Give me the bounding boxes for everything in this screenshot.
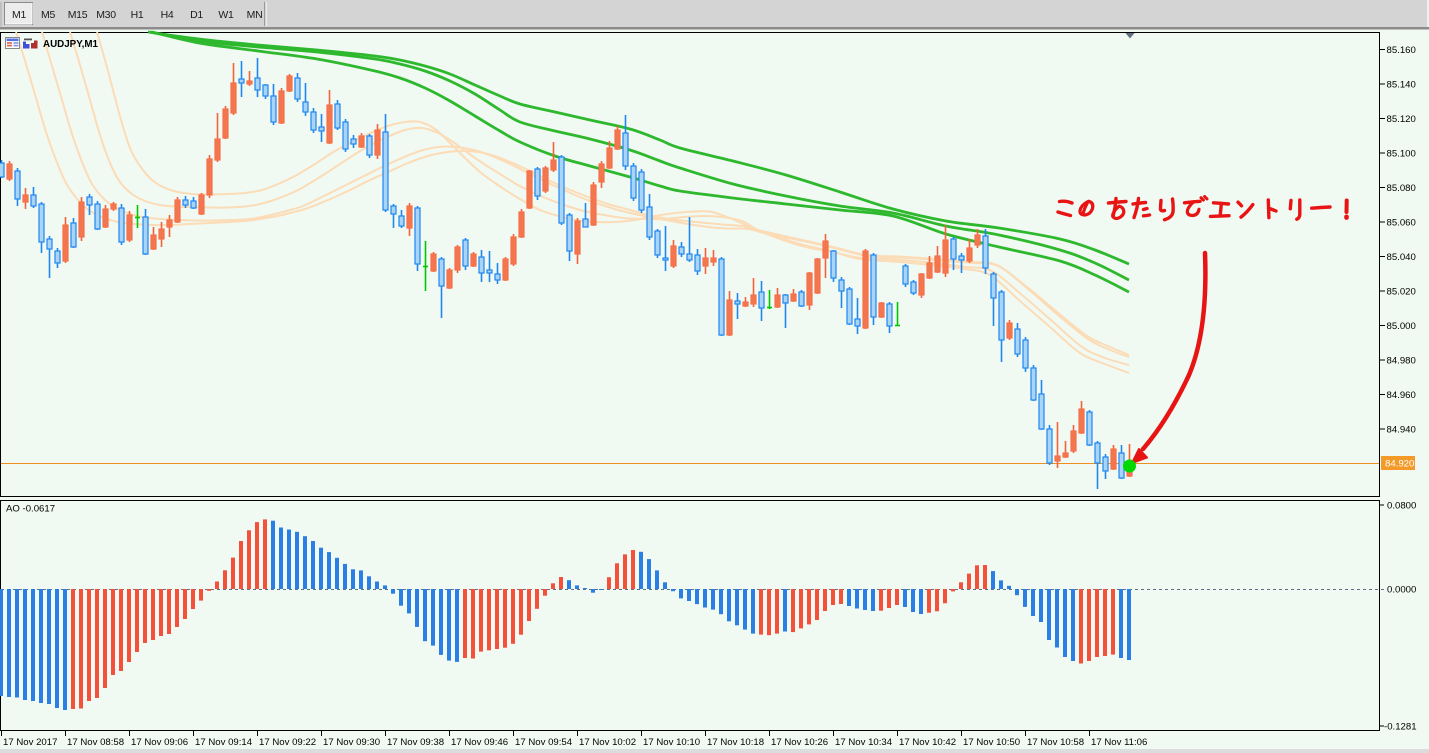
svg-text:17 Nov 10:34: 17 Nov 10:34 <box>835 737 893 748</box>
svg-text:85.000: 85.000 <box>1387 321 1416 332</box>
svg-text:17 Nov 09:14: 17 Nov 09:14 <box>195 737 253 748</box>
svg-text:17 Nov 09:54: 17 Nov 09:54 <box>515 737 573 748</box>
svg-text:17 Nov 10:50: 17 Nov 10:50 <box>963 737 1020 748</box>
svg-text:17 Nov 09:06: 17 Nov 09:06 <box>131 737 188 748</box>
svg-text:17 Nov 10:02: 17 Nov 10:02 <box>579 737 636 748</box>
svg-text:17 Nov 10:18: 17 Nov 10:18 <box>707 737 764 748</box>
svg-text:17 Nov 10:42: 17 Nov 10:42 <box>899 737 956 748</box>
svg-text:17 Nov 09:22: 17 Nov 09:22 <box>259 737 316 748</box>
svg-text:0.0800: 0.0800 <box>1387 501 1416 512</box>
svg-text:MN: MN <box>247 9 263 21</box>
svg-text:AO -0.0617: AO -0.0617 <box>6 504 55 515</box>
svg-text:17 Nov 10:26: 17 Nov 10:26 <box>771 737 828 748</box>
svg-text:85.060: 85.060 <box>1387 218 1416 229</box>
svg-text:85.020: 85.020 <box>1387 287 1416 298</box>
svg-text:H1: H1 <box>131 9 144 21</box>
svg-text:D1: D1 <box>190 9 203 21</box>
svg-text:M5: M5 <box>41 9 55 21</box>
svg-text:W1: W1 <box>218 9 234 21</box>
svg-text:85.140: 85.140 <box>1387 80 1416 91</box>
svg-text:84.960: 84.960 <box>1387 390 1416 401</box>
svg-text:17 Nov 10:10: 17 Nov 10:10 <box>643 737 700 748</box>
svg-text:17 Nov 10:58: 17 Nov 10:58 <box>1027 737 1084 748</box>
svg-text:AUDJPY,M1: AUDJPY,M1 <box>43 39 99 50</box>
svg-text:17 Nov 11:06: 17 Nov 11:06 <box>1091 737 1147 748</box>
svg-text:M1: M1 <box>12 9 26 21</box>
svg-text:17 Nov 08:58: 17 Nov 08:58 <box>67 737 124 748</box>
svg-text:M30: M30 <box>96 9 116 21</box>
svg-text:17 Nov 09:38: 17 Nov 09:38 <box>387 737 444 748</box>
svg-text:-0.1281: -0.1281 <box>1384 722 1417 733</box>
svg-text:85.120: 85.120 <box>1387 114 1416 125</box>
svg-text:84.940: 84.940 <box>1387 425 1416 436</box>
svg-text:17 Nov 09:30: 17 Nov 09:30 <box>323 737 380 748</box>
svg-text:M15: M15 <box>68 9 88 21</box>
svg-text:84.920: 84.920 <box>1385 459 1414 470</box>
svg-text:85.040: 85.040 <box>1387 252 1416 263</box>
svg-text:17 Nov 09:46: 17 Nov 09:46 <box>451 737 508 748</box>
svg-text:17 Nov 2017: 17 Nov 2017 <box>3 737 57 748</box>
svg-text:84.980: 84.980 <box>1387 356 1416 367</box>
svg-text:85.100: 85.100 <box>1387 149 1416 160</box>
svg-text:85.080: 85.080 <box>1387 183 1416 194</box>
svg-text:H4: H4 <box>161 9 174 21</box>
svg-text:0.0000: 0.0000 <box>1387 585 1416 596</box>
svg-text:85.160: 85.160 <box>1387 45 1416 56</box>
